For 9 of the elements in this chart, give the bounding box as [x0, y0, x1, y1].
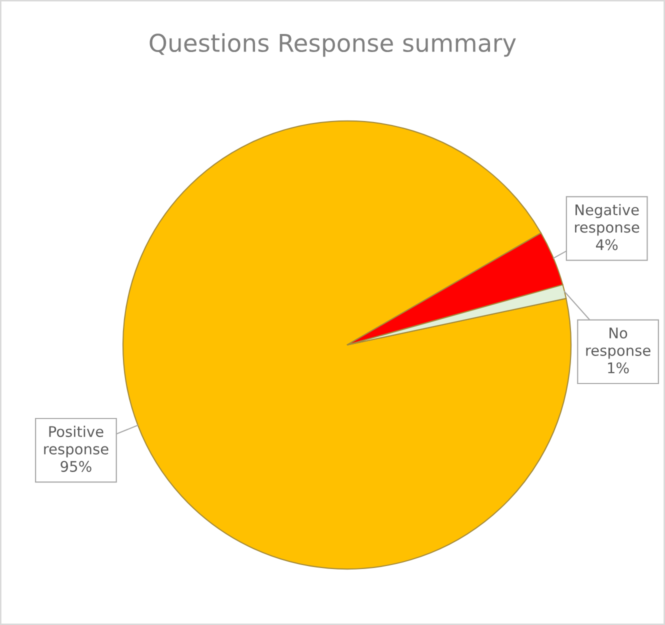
data-label: 95%	[60, 460, 92, 472]
slice-label: No response	[586, 328, 650, 359]
slice-label: Negative response	[575, 204, 640, 236]
pie-slice	[346, 232, 564, 346]
data-label: 4%	[596, 239, 618, 250]
data-label: 1%	[608, 362, 629, 374]
slice-label: Positive response	[44, 426, 108, 458]
chart-title: Questions Response summary	[150, 33, 516, 57]
pie-slice	[122, 120, 572, 570]
